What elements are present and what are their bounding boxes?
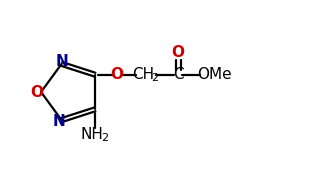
Text: N: N xyxy=(55,54,68,69)
Text: OMe: OMe xyxy=(197,67,232,82)
Text: O: O xyxy=(30,85,44,100)
Text: C: C xyxy=(173,67,183,82)
Text: CH: CH xyxy=(132,67,155,82)
Text: O: O xyxy=(172,46,184,60)
Text: 2: 2 xyxy=(151,73,158,83)
Text: 2: 2 xyxy=(101,133,108,143)
Text: O: O xyxy=(110,67,123,82)
Text: NH: NH xyxy=(81,127,103,142)
Text: N: N xyxy=(52,114,65,129)
